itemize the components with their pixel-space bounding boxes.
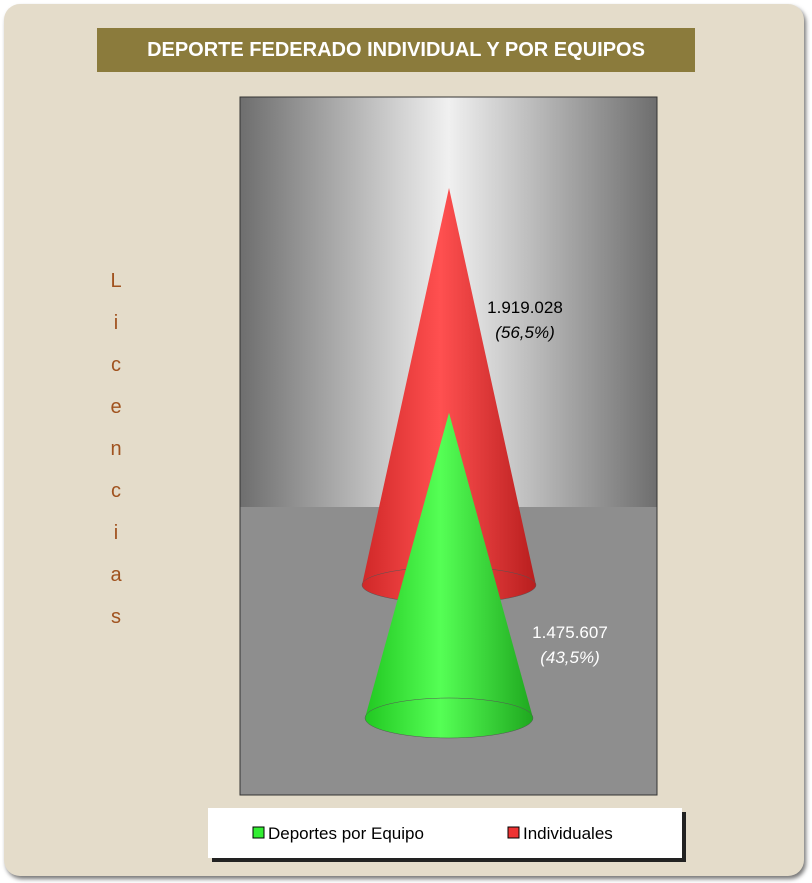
y-axis-label: Licencias (105, 270, 127, 648)
share-label: (43,5%) (540, 648, 600, 667)
legend-items: Deportes por Equipo Individuales (252, 824, 613, 843)
data-label: 1.475.607 (532, 623, 608, 642)
share-label: (56,5%) (495, 323, 555, 342)
legend-swatch (252, 826, 265, 839)
legend-swatch (507, 826, 520, 839)
cone (362, 188, 536, 603)
chart-title: DEPORTE FEDERADO INDIVIDUAL Y POR EQUIPO… (97, 28, 695, 72)
cone-base (364, 697, 534, 739)
plot-border (239, 96, 658, 796)
legend-label: Deportes por Equipo (268, 824, 424, 843)
legend-label: Individuales (523, 824, 613, 843)
data-label: 1.919.028 (487, 298, 563, 317)
legend: Deportes por Equipo Individuales (208, 808, 682, 858)
cone (365, 412, 533, 738)
